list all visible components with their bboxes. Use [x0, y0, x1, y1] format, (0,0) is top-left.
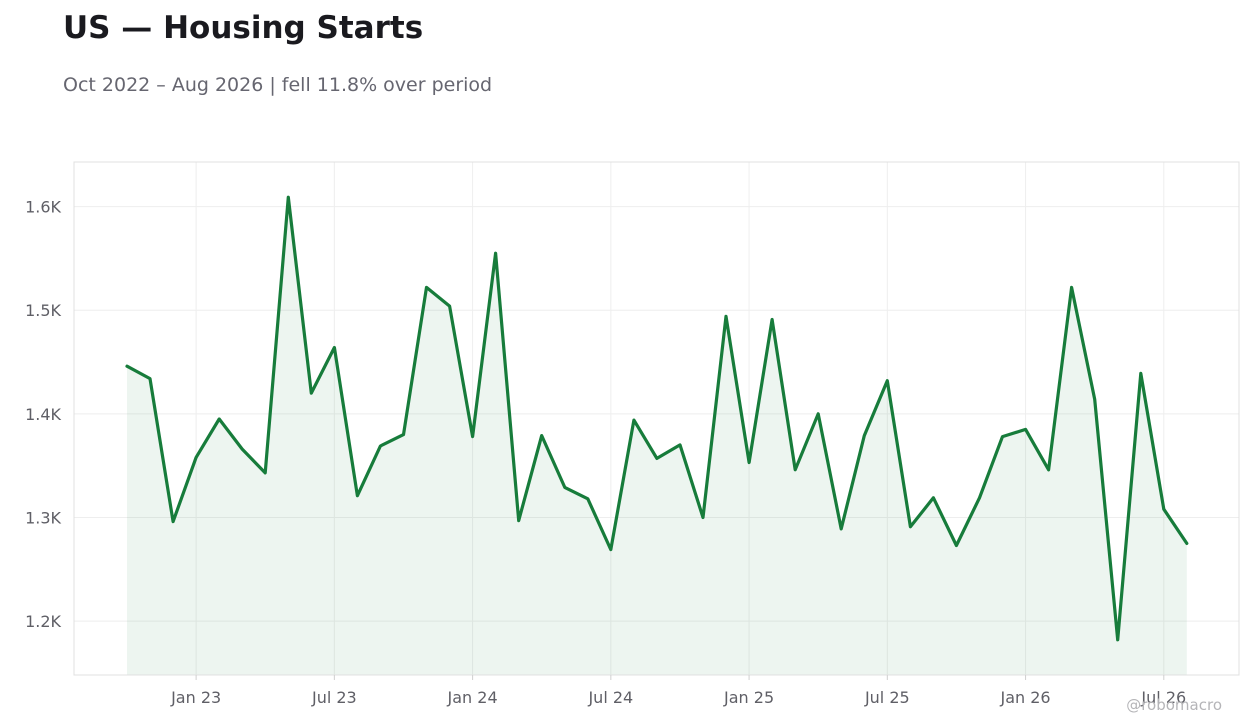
data-point	[286, 195, 290, 199]
y-tick-label: 1.4K	[25, 405, 61, 424]
data-point	[632, 418, 636, 422]
x-tick-label: Jan 24	[447, 688, 498, 707]
data-point	[862, 434, 866, 438]
data-point	[609, 548, 613, 552]
watermark: @robomacro	[1126, 696, 1222, 714]
data-point	[332, 346, 336, 350]
data-point	[1185, 541, 1189, 545]
y-axis: 1.2K 1.3K 1.4K 1.5K 1.6K	[25, 198, 61, 632]
data-point	[240, 447, 244, 451]
data-point	[517, 519, 521, 523]
data-point	[655, 456, 659, 460]
data-point	[194, 455, 198, 459]
chart-subtitle: Oct 2022 – Aug 2026 | fell 11.8% over pe…	[63, 74, 493, 96]
data-point	[563, 485, 567, 489]
data-point	[148, 377, 152, 381]
series-line	[125, 195, 1189, 642]
data-point	[816, 412, 820, 416]
area-fill	[127, 197, 1187, 675]
data-point	[378, 444, 382, 448]
x-tick-label: Jul 24	[587, 688, 633, 707]
data-point	[931, 496, 935, 500]
data-point	[1116, 638, 1120, 642]
data-point	[977, 496, 981, 500]
data-point	[770, 318, 774, 322]
data-point	[1024, 427, 1028, 431]
data-point	[355, 494, 359, 498]
x-tick-label: Jan 26	[1000, 688, 1051, 707]
data-point	[494, 251, 498, 255]
data-point	[1093, 397, 1097, 401]
data-point	[540, 434, 544, 438]
data-point	[1047, 468, 1051, 472]
data-point	[425, 285, 429, 289]
series-path	[125, 195, 1189, 642]
data-point	[701, 515, 705, 519]
data-point	[471, 435, 475, 439]
data-point	[1162, 507, 1166, 511]
data-point	[885, 379, 889, 383]
data-point	[309, 391, 313, 395]
data-point	[217, 417, 221, 421]
data-point	[747, 461, 751, 465]
data-point	[125, 364, 129, 368]
chart-title: US — Housing Starts	[63, 10, 424, 46]
data-point	[954, 543, 958, 547]
data-point	[1001, 435, 1005, 439]
data-point	[448, 304, 452, 308]
data-point	[678, 443, 682, 447]
x-tick-label: Jan 23	[170, 688, 221, 707]
area-path	[127, 197, 1187, 675]
x-tick-label: Jul 26	[1140, 688, 1186, 707]
data-point	[793, 468, 797, 472]
data-point	[839, 527, 843, 531]
y-tick-label: 1.3K	[25, 508, 61, 527]
y-tick-label: 1.2K	[25, 612, 61, 631]
data-point	[401, 433, 405, 437]
data-point	[586, 497, 590, 501]
x-tick-label: Jan 25	[723, 688, 774, 707]
data-point	[724, 314, 728, 318]
data-point	[263, 471, 267, 475]
x-axis: Jan 23 Jul 23 Jan 24 Jul 24 Jan 25 Jul 25 Jan …	[170, 675, 1186, 707]
plot-border	[73, 161, 1240, 676]
plot-frame	[73, 161, 1240, 676]
y-tick-label: 1.6K	[25, 198, 61, 217]
x-tick-label: Jul 25	[864, 688, 910, 707]
y-tick-label: 1.5K	[25, 301, 61, 320]
data-point	[908, 525, 912, 529]
grid	[74, 162, 1239, 675]
data-point	[1070, 285, 1074, 289]
x-tick-label: Jul 23	[311, 688, 357, 707]
data-point	[1139, 371, 1143, 375]
data-point	[171, 520, 175, 524]
